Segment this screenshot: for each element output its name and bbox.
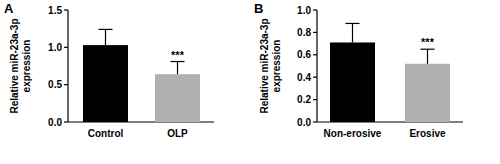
error-bar [346,23,360,42]
y-tick-label: 0.4 [297,72,311,83]
plot-area [330,23,450,122]
x-tick-label: Control [88,128,124,139]
significance: *** [171,49,185,61]
error-bar [99,29,113,45]
y-tick [313,99,317,100]
panel-label: A [4,1,14,16]
y-tick-label: 0.0 [297,117,311,128]
y-tick [313,77,317,78]
significance: *** [421,36,435,48]
y-tick-label: 0.8 [297,27,311,38]
panel: B Relative miR-23a-3pexpression 0.0 0.2 0.4 0… [254,1,463,139]
bar [405,64,450,122]
y-tick-label: 1.5 [48,5,62,16]
y-axis-label: Relative miR-23a-3pexpression [259,18,282,113]
x-tick-label: Erosive [409,128,446,139]
y-tick-label: 0.0 [48,117,62,128]
bar [155,74,200,122]
panel: A Relative miR-23a-3pexpression 0.0 0.5 1.0 1… [4,1,214,139]
y-axis [316,10,317,122]
y-tick [64,121,68,122]
bar [83,45,128,122]
bar [330,42,375,122]
y-tick [64,84,68,85]
plot-area [83,29,200,122]
y-tick-label: 1.0 [48,42,62,53]
y-tick [313,121,317,122]
y-tick [313,9,317,10]
panel-label: B [254,1,263,16]
y-axis [67,10,68,122]
y-tick-label: 0.5 [48,79,62,90]
x-tick-label: Non-erosive [324,128,382,139]
error-bar [171,62,185,75]
y-tick [313,32,317,33]
y-tick-label: 1.0 [297,5,311,16]
y-axis-label: Relative miR-23a-3pexpression [9,18,32,113]
figure: A Relative miR-23a-3pexpression 0.0 0.5 1.0 1… [0,0,500,164]
y-tick-label: 0.2 [297,94,311,105]
y-tick [64,9,68,10]
y-tick [64,47,68,48]
x-tick-label: OLP [167,128,188,139]
error-bar [421,49,435,64]
y-tick [313,54,317,55]
y-tick-label: 0.6 [297,49,311,60]
